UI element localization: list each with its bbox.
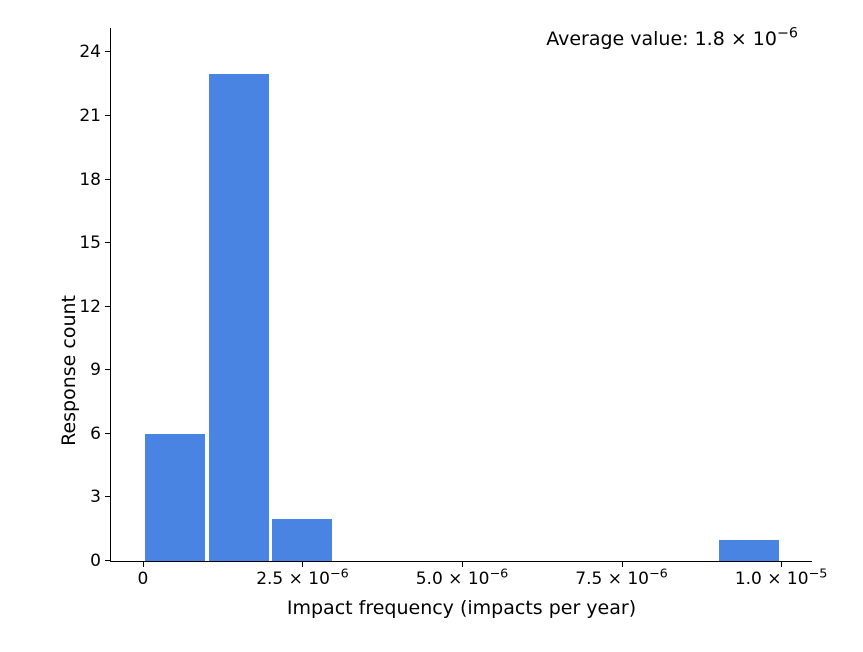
x-tick-label: 7.5 × 10−6	[575, 569, 668, 589]
histogram-bar	[272, 519, 332, 561]
x-tick	[462, 561, 463, 567]
y-tick	[105, 433, 111, 434]
y-tick-label: 3	[90, 487, 101, 507]
y-tick-label: 9	[90, 360, 101, 380]
plot-area: Average value: 1.8 × 10−6 Impact frequen…	[110, 28, 812, 562]
y-tick-label: 15	[79, 233, 101, 253]
x-tick-label: 1.0 × 10−5	[735, 569, 828, 589]
x-tick-label: 2.5 × 10−6	[256, 569, 349, 589]
y-tick	[105, 369, 111, 370]
annotation-average: Average value: 1.8 × 10−6	[546, 28, 798, 50]
y-tick-label: 24	[79, 42, 101, 62]
histogram-bar	[719, 540, 779, 561]
y-tick-label: 0	[90, 551, 101, 571]
y-tick	[105, 115, 111, 116]
y-axis-label: Response count	[58, 295, 80, 446]
y-tick-label: 18	[79, 170, 101, 190]
x-tick-label: 5.0 × 10−6	[416, 569, 509, 589]
x-tick	[781, 561, 782, 567]
y-tick	[105, 560, 111, 561]
histogram-bar	[209, 74, 269, 561]
x-tick	[622, 561, 623, 567]
y-tick-label: 6	[90, 424, 101, 444]
x-tick	[302, 561, 303, 567]
y-tick	[105, 496, 111, 497]
histogram-chart: Average value: 1.8 × 10−6 Impact frequen…	[0, 0, 863, 652]
y-tick-label: 21	[79, 106, 101, 126]
y-tick-label: 12	[79, 297, 101, 317]
x-axis-label: Impact frequency (impacts per year)	[287, 597, 636, 619]
y-tick	[105, 306, 111, 307]
x-tick	[143, 561, 144, 567]
y-tick	[105, 51, 111, 52]
y-tick	[105, 179, 111, 180]
histogram-bar	[145, 434, 205, 561]
x-tick-label: 0	[137, 569, 148, 589]
y-tick	[105, 242, 111, 243]
